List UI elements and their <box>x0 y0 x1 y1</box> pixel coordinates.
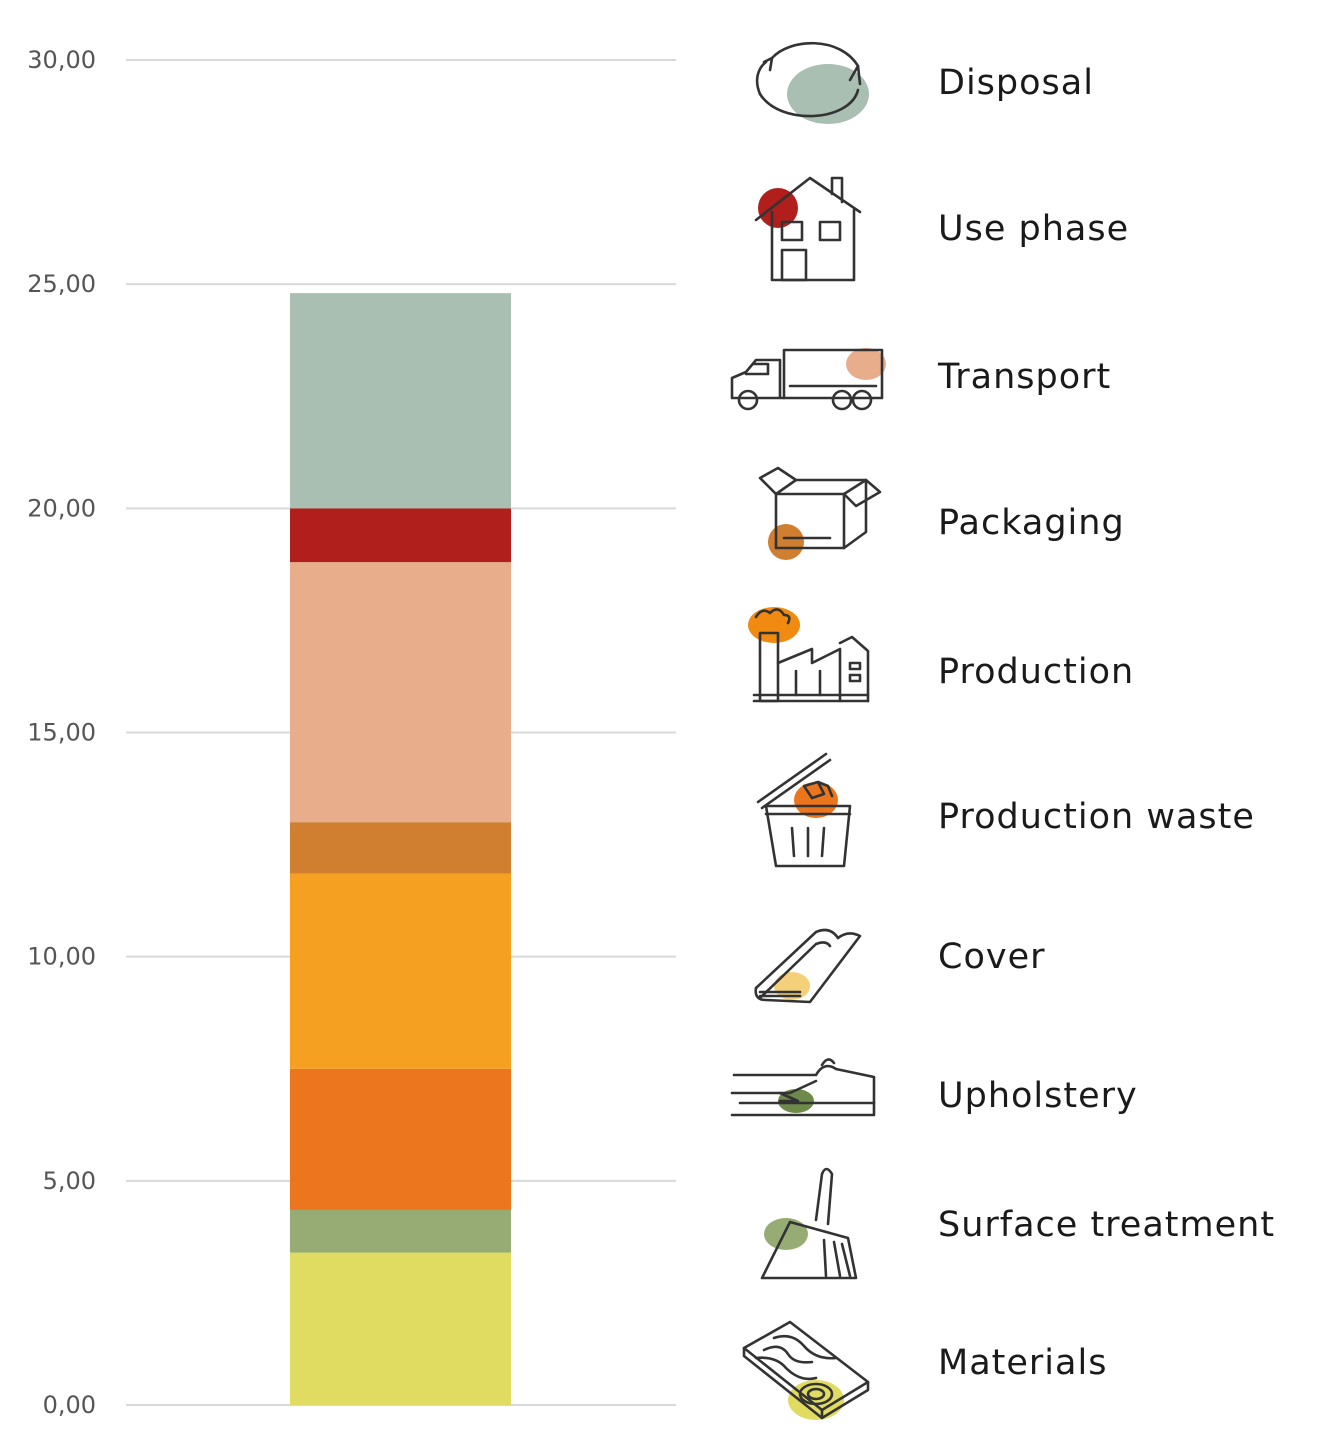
bar-segment-upholstery <box>290 1068 511 1210</box>
wood-plank-icon <box>742 1320 870 1420</box>
legend-item-upholstery: Upholstery <box>720 1031 1334 1161</box>
truck-icon <box>730 348 886 411</box>
y-tick-label: 15,00 <box>27 719 96 747</box>
brush-icon <box>760 1167 858 1280</box>
legend-label: Transport <box>938 357 1112 397</box>
y-tick-label: 25,00 <box>27 270 96 298</box>
bar-segments <box>290 293 511 1405</box>
bar-segment-transport <box>290 562 511 823</box>
y-tick-label: 0,00 <box>43 1391 96 1419</box>
legend-item-production-waste: Production waste <box>720 752 1334 882</box>
trash-bin-icon <box>756 752 852 868</box>
y-tick-label: 30,00 <box>27 46 96 74</box>
legend-label: Disposal <box>938 63 1094 103</box>
legend-label: Surface treatment <box>938 1205 1276 1245</box>
legend-label: Upholstery <box>938 1076 1138 1116</box>
legend-item-disposal: Disposal <box>720 18 1334 148</box>
y-tick-label: 10,00 <box>27 943 96 971</box>
legend-label: Use phase <box>938 209 1130 249</box>
legend-label: Materials <box>938 1343 1108 1383</box>
bar-segment-disposal <box>290 293 511 509</box>
bar-segment-use-phase <box>290 508 511 563</box>
y-tick-label: 5,00 <box>43 1167 96 1195</box>
stacked-bar-chart: 0,00 5,00 10,00 15,00 20,00 25,00 30,00 <box>27 46 676 1419</box>
legend-item-materials: Materials <box>720 1298 1334 1428</box>
legend-label: Production <box>938 652 1135 692</box>
legend: Disposal Use phase Transport <box>720 0 1334 1444</box>
legend-item-transport: Transport <box>720 312 1334 442</box>
legend-label: Packaging <box>938 503 1125 543</box>
y-tick-label: 20,00 <box>27 494 96 522</box>
bar-segment-packaging <box>290 822 511 874</box>
legend-item-packaging: Packaging <box>720 458 1334 588</box>
bar-segment-cover <box>290 873 511 1069</box>
house-icon <box>754 176 862 282</box>
bar-segment-materials <box>290 1252 511 1405</box>
legend-item-production: Production <box>720 607 1334 737</box>
legend-item-cover: Cover <box>720 892 1334 1022</box>
upholstery-icon <box>730 1058 876 1117</box>
recycle-arrows-icon <box>755 41 869 124</box>
factory-icon <box>748 607 870 703</box>
legend-label: Production waste <box>938 797 1255 837</box>
y-axis-ticks: 0,00 5,00 10,00 15,00 20,00 25,00 30,00 <box>27 46 96 1419</box>
fabric-roll-icon <box>754 928 862 1004</box>
legend-item-use-phase: Use phase <box>720 164 1334 294</box>
box-icon <box>758 466 882 560</box>
legend-label: Cover <box>938 937 1046 977</box>
legend-item-surface-treatment: Surface treatment <box>720 1160 1334 1290</box>
bar-segment-surface-treatment <box>290 1209 511 1253</box>
